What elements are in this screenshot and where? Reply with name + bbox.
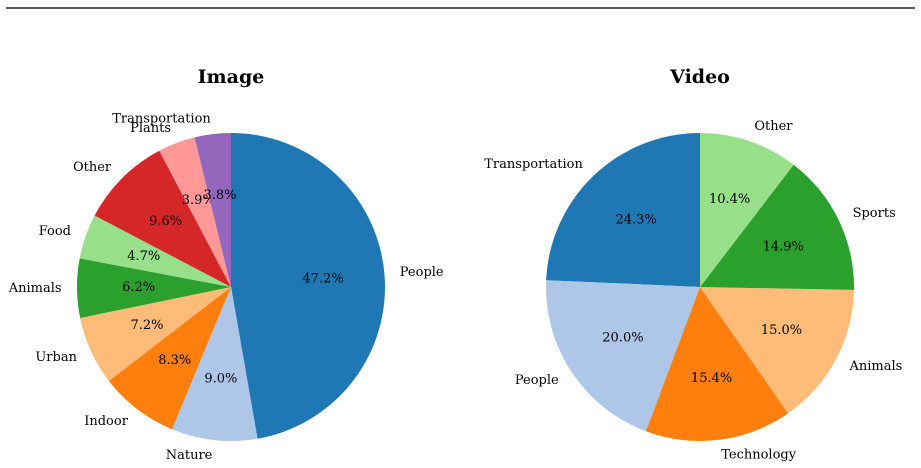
slice-image-food [79, 215, 231, 287]
slice-image-people [231, 133, 385, 439]
category-label-image-nature: Nature [166, 448, 213, 463]
category-label-image-plants: Plants [130, 121, 171, 136]
category-label-video-transportation: Transportation [484, 157, 583, 172]
category-label-image-other: Other [73, 160, 112, 175]
category-label-image-indoor: Indoor [84, 414, 128, 429]
slice-image-indoor [108, 287, 231, 430]
slice-video-transportation [546, 133, 700, 287]
image-pie: 47.2% People 9.0% Nature 8.3% Indoor 7.2% Urban… [8, 111, 444, 463]
slice-image-other [94, 150, 231, 287]
pct-label-image-plants: 3.9% [182, 193, 215, 208]
slice-video-people [546, 280, 700, 432]
category-label-video-sports: Sports [853, 206, 896, 221]
slice-image-plants [159, 137, 231, 287]
category-label-image-transportation: Transportation [112, 111, 211, 126]
pct-label-image-food: 4.7% [127, 249, 160, 264]
slice-image-animals [76, 258, 231, 319]
pct-label-video-people: 20.0% [602, 330, 643, 345]
pct-label-video-animals: 15.0% [761, 323, 802, 338]
slice-image-urban [80, 287, 231, 381]
video-chart-title: Video [669, 66, 730, 88]
pct-label-image-other: 9.6% [149, 214, 182, 229]
pct-label-video-transportation: 24.3% [615, 213, 656, 228]
video-pie: 24.3% Transportation 20.0% People 15.4% Techn… [484, 119, 902, 463]
slice-video-technology [646, 287, 789, 441]
image-chart-title: Image [198, 66, 265, 88]
pct-label-image-urban: 7.2% [130, 318, 163, 333]
category-label-image-people: People [400, 265, 444, 280]
category-label-video-people: People [515, 373, 559, 388]
pct-label-image-people: 47.2% [302, 272, 343, 287]
slice-image-nature [172, 287, 258, 441]
slice-image-transportation [194, 133, 231, 287]
pct-label-video-other: 10.4% [709, 192, 750, 207]
pct-label-image-animals: 6.2% [122, 280, 155, 295]
category-label-video-other: Other [754, 119, 793, 134]
category-label-video-technology: Technology [721, 448, 797, 463]
category-label-image-animals: Animals [8, 281, 62, 296]
slice-video-animals [700, 287, 854, 414]
pct-label-video-technology: 15.4% [691, 371, 732, 386]
pct-label-image-transportation: 3.8% [203, 188, 236, 203]
category-label-video-animals: Animals [848, 359, 902, 374]
pct-label-video-sports: 14.9% [763, 239, 804, 254]
pct-label-image-nature: 9.0% [204, 371, 237, 386]
slice-video-sports [700, 164, 855, 290]
pct-label-image-indoor: 8.3% [158, 353, 191, 368]
category-label-image-urban: Urban [35, 350, 77, 365]
category-label-image-food: Food [39, 224, 71, 239]
slice-video-other [700, 133, 794, 287]
